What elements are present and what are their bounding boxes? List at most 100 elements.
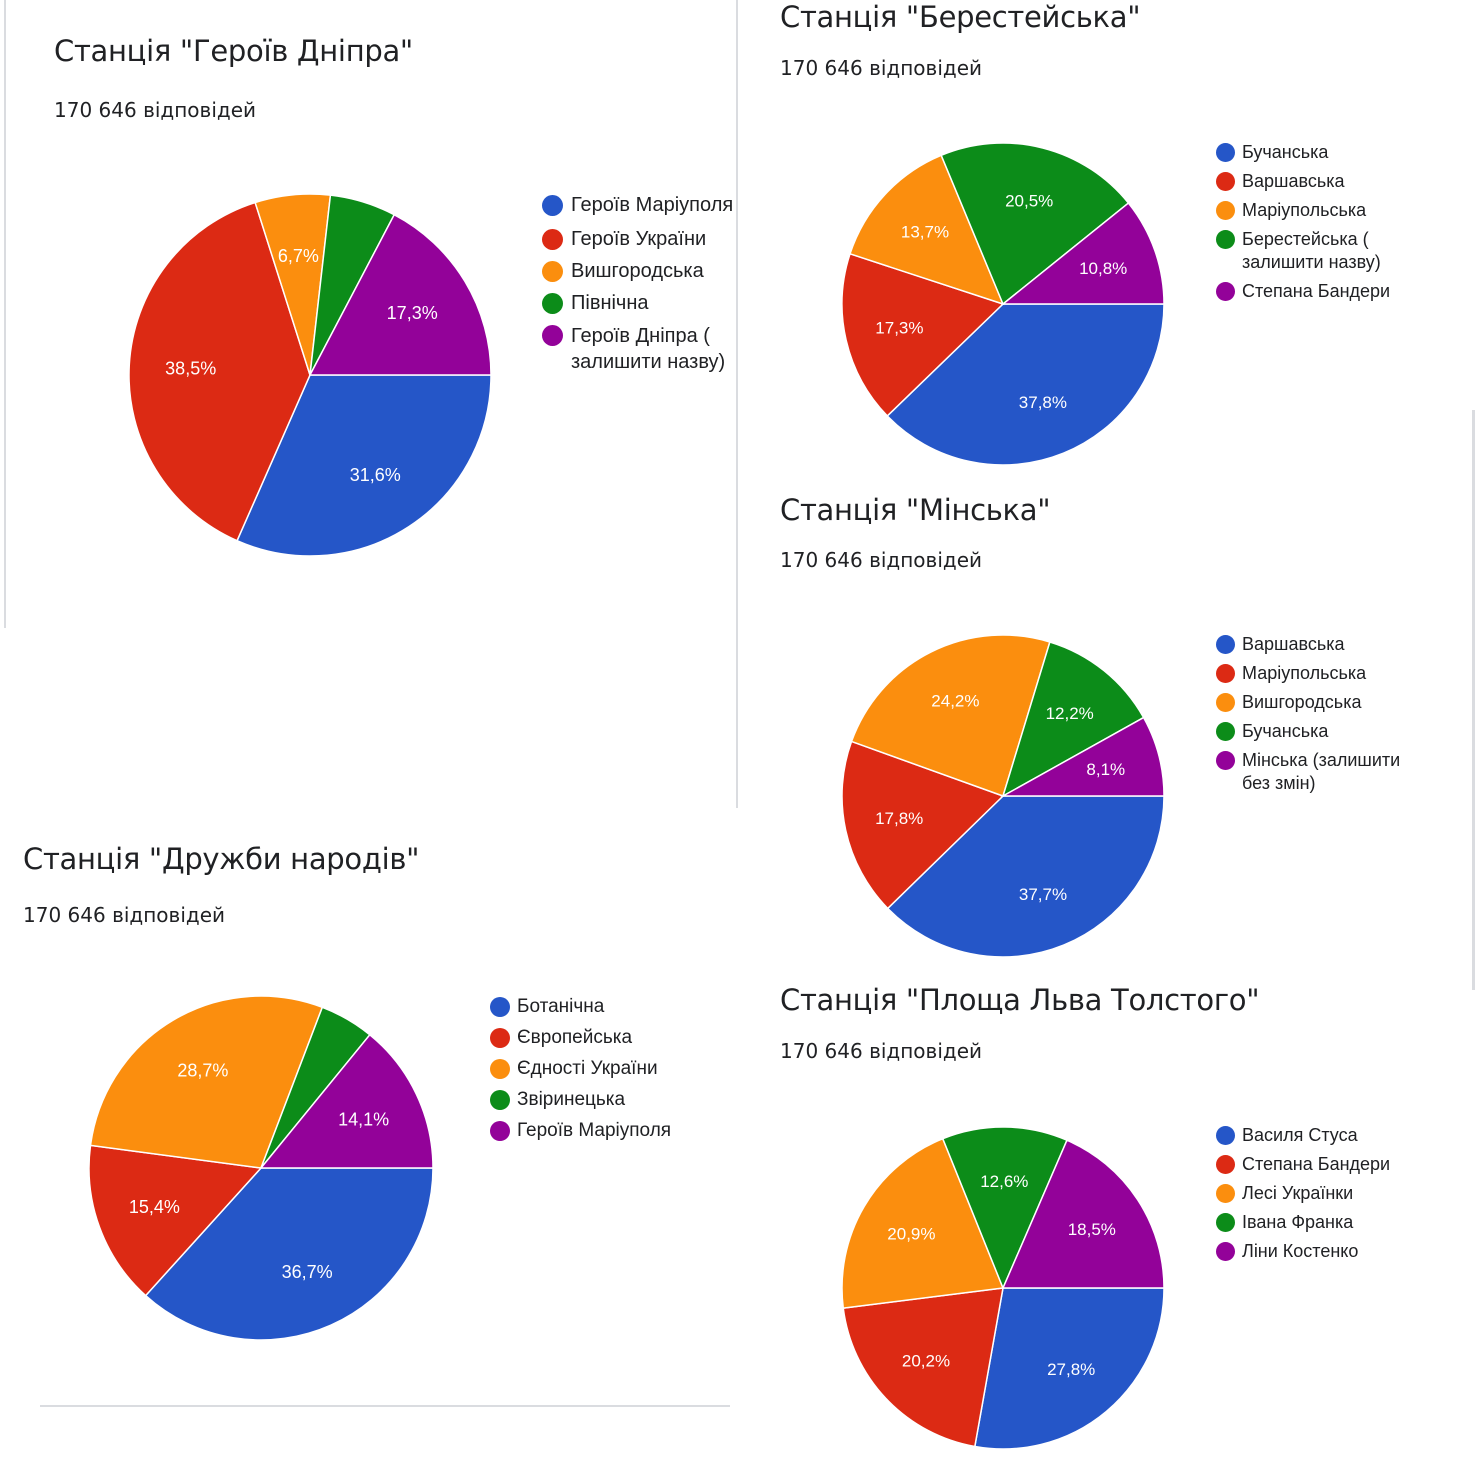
- legend-label: Варшавська: [1242, 634, 1345, 654]
- pie-slice: [236, 374, 492, 557]
- pie-slice: [850, 634, 1051, 797]
- chart-card-druzhby-narodiv: Станція "Дружби народів" 170 646 відпові…: [8, 810, 734, 1405]
- pie-chart: 36,7% 15,4% 28,7% 14,1%: [88, 995, 434, 1341]
- legend-item: Героїв Дніпра ( залишити назву): [542, 323, 733, 375]
- legend-swatch: [1216, 1184, 1235, 1203]
- response-count: 170 646 відповідей: [54, 98, 257, 122]
- slice-data-label: 13,7%: [901, 222, 949, 241]
- legend-item: Звіринецька: [490, 1088, 671, 1112]
- legend-item: Бучанська: [1216, 720, 1400, 743]
- legend: Варшавська Маріупольська Вишгородська Бу…: [1216, 633, 1400, 795]
- legend-swatch: [1216, 172, 1235, 191]
- legend-swatch: [1216, 693, 1235, 712]
- slice-data-label: 12,2%: [1046, 704, 1094, 723]
- pie-slice: [940, 142, 1130, 306]
- chart-title: Станція "Площа Льва Толстого": [780, 983, 1260, 1017]
- legend-label: Північна: [571, 292, 649, 314]
- legend-swatch: [1216, 1242, 1235, 1261]
- legend-label: Звіринецька: [517, 1089, 626, 1110]
- legend-swatch: [542, 229, 563, 250]
- pie-slice: [128, 201, 311, 542]
- legend-label: Героїв Маріуполя: [517, 1120, 672, 1141]
- legend-label: Ботанічна: [517, 996, 605, 1017]
- slice-data-label: 20,5%: [1005, 192, 1053, 211]
- chart-title: Станція "Берестейська": [780, 0, 1141, 34]
- legend-label: Івана Франка: [1242, 1212, 1354, 1232]
- legend: Василя Стуса Степана Бандери Лесі Україн…: [1216, 1124, 1390, 1263]
- slice-data-label: 37,8%: [1019, 393, 1067, 412]
- slice-data-label: 10,8%: [1079, 259, 1127, 278]
- pie-slice: [89, 995, 324, 1169]
- pie-slice: [886, 795, 1165, 958]
- legend-item: Героїв Маріуполя: [542, 193, 733, 217]
- legend-swatch: [1216, 1126, 1235, 1145]
- pie-slice: [973, 1287, 1165, 1450]
- legend-item: Вишгородська: [1216, 691, 1400, 714]
- legend-label: Степана Бандери: [1242, 1154, 1391, 1174]
- legend: Ботанічна Європейська Єдності України Зв…: [490, 995, 671, 1143]
- slice-data-label: 18,5%: [1068, 1220, 1116, 1239]
- response-count: 170 646 відповідей: [23, 903, 226, 927]
- legend-label: Героїв України: [571, 228, 707, 250]
- legend-item: Івана Франка: [1216, 1211, 1390, 1234]
- divider-right-edge: [1472, 410, 1475, 990]
- slice-data-label: 31,6%: [350, 465, 401, 485]
- pie-slice: [1001, 1139, 1165, 1289]
- legend-swatch: [1216, 230, 1235, 249]
- divider-bottom-left-card: [40, 1405, 730, 1407]
- chart-card-ploshcha-lva-tolstoho: Станція "Площа Льва Толстого" 170 646 ві…: [740, 980, 1470, 1474]
- slice-data-label: 28,7%: [177, 1061, 228, 1081]
- legend-swatch: [1216, 751, 1235, 770]
- legend-swatch: [1216, 1155, 1235, 1174]
- legend-swatch: [1216, 722, 1235, 741]
- legend-label: Мінська (залишити без змін): [1242, 750, 1401, 793]
- legend-label: Василя Стуса: [1242, 1125, 1358, 1145]
- pie-slice: [849, 154, 1005, 306]
- legend-swatch: [1216, 1213, 1235, 1232]
- legend-item: Героїв України: [542, 227, 733, 251]
- legend-label: Героїв Дніпра ( залишити назву): [571, 325, 726, 373]
- legend-label: Ліни Костенко: [1242, 1241, 1359, 1261]
- slice-data-label: 15,4%: [129, 1197, 180, 1217]
- chart-title: Станція "Мінська": [780, 493, 1051, 527]
- slice-data-label: 37,7%: [1019, 885, 1067, 904]
- slice-data-label: 8,1%: [1086, 760, 1125, 779]
- pie-slice: [841, 740, 1005, 910]
- legend-swatch: [1216, 635, 1235, 654]
- legend-swatch: [1216, 201, 1235, 220]
- response-count: 170 646 відповідей: [780, 56, 983, 80]
- slice-data-label: 17,3%: [875, 318, 923, 337]
- legend: Героїв Маріуполя Героїв України Вишгород…: [542, 193, 733, 375]
- slice-data-label: 24,2%: [931, 692, 979, 711]
- pie-chart: 31,6% 38,5% 6,7% 17,3%: [128, 193, 492, 557]
- pie-chart: 37,7% 17,8% 24,2% 12,2% 8,1%: [841, 634, 1165, 958]
- legend-item: Маріупольська: [1216, 199, 1390, 222]
- slice-data-label: 14,1%: [338, 1109, 389, 1129]
- legend-item: Північна: [542, 291, 733, 315]
- legend-swatch: [542, 325, 563, 346]
- legend-swatch: [490, 1090, 510, 1110]
- legend-item: Ліни Костенко: [1216, 1240, 1390, 1263]
- legend-label: Варшавська: [1242, 171, 1345, 191]
- pie-slice: [144, 1167, 434, 1341]
- legend-label: Бучанська: [1242, 721, 1329, 741]
- chart-card-minska: Станція "Мінська" 170 646 відповідей 37,…: [740, 490, 1470, 980]
- pie-chart: 27,8% 20,2% 20,9% 12,6% 18,5%: [841, 1126, 1165, 1450]
- legend-label: Єдності України: [517, 1058, 658, 1079]
- slice-data-label: 38,5%: [165, 359, 216, 379]
- slice-data-label: 6,7%: [278, 246, 319, 266]
- legend-item: Маріупольська: [1216, 662, 1400, 685]
- legend-item: Єдності України: [490, 1057, 671, 1081]
- legend-label: Степана Бандери: [1242, 281, 1391, 301]
- pie-slice: [841, 1137, 1005, 1310]
- legend-item: Мінська (залишити без змін): [1216, 749, 1400, 795]
- slice-data-label: 27,8%: [1047, 1360, 1095, 1379]
- legend-label: Бучанська: [1242, 142, 1329, 162]
- chart-card-heroiv-dnipra: Станція "Героїв Дніпра" 170 646 відповід…: [8, 0, 734, 626]
- pie-chart: 37,8% 17,3% 13,7% 20,5% 10,8%: [841, 142, 1165, 466]
- slice-data-label: 36,7%: [282, 1262, 333, 1282]
- legend-item: Берестейська ( залишити назву): [1216, 228, 1390, 274]
- legend-swatch: [1216, 664, 1235, 683]
- legend-item: Варшавська: [1216, 170, 1390, 193]
- legend-swatch: [490, 997, 510, 1017]
